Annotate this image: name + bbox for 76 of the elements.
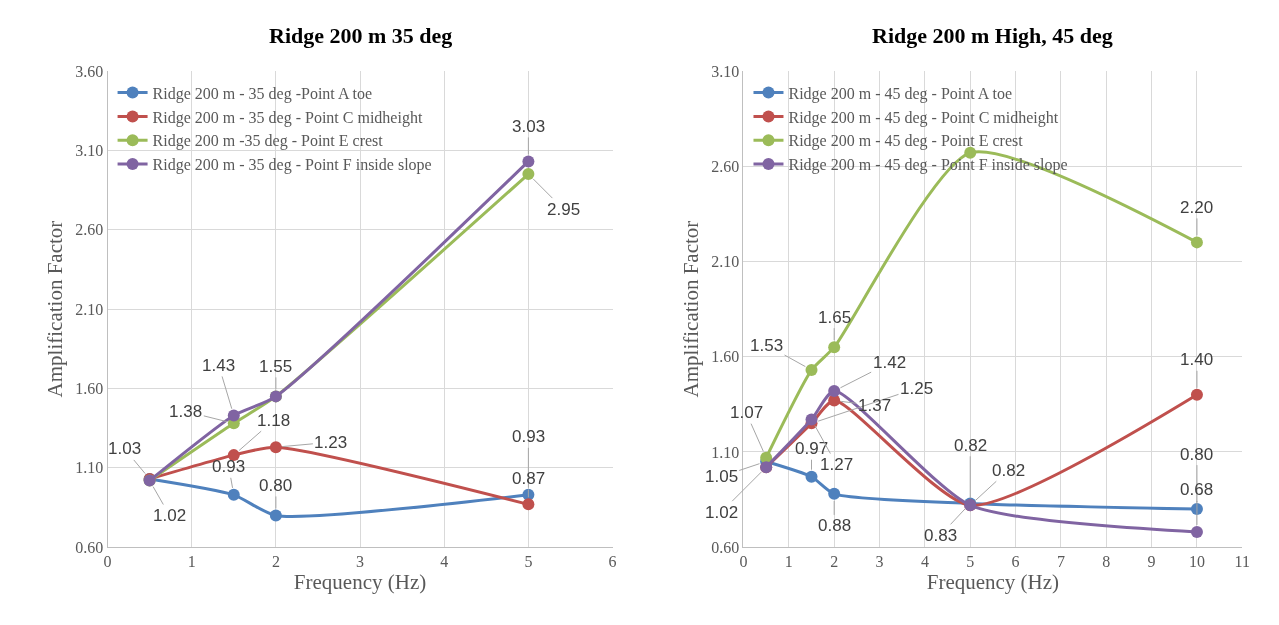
data-label: 1.07 (730, 403, 764, 422)
data-label: 0.93 (212, 457, 246, 476)
y-tick-label: 3.10 (711, 62, 740, 80)
legend-label: Ridge 200 m - 45 deg - Point E crest (788, 132, 1024, 151)
y-tick-label: 3.60 (75, 62, 104, 80)
x-tick-label: 5 (524, 553, 533, 571)
x-tick-label: 1 (784, 553, 793, 571)
legend-label: Ridge 200 m -35 deg - Point E crest (152, 132, 384, 151)
y-tick-label: 1.60 (75, 380, 104, 398)
data-label: 1.55 (259, 357, 293, 376)
data-label: 0.80 (259, 476, 293, 495)
x-tick-label: 11 (1234, 553, 1250, 571)
data-label: 1.03 (108, 439, 142, 458)
data-label: 3.03 (512, 117, 546, 136)
x-tick-label: 8 (1102, 553, 1111, 571)
data-label: 1.05 (705, 467, 739, 486)
y-axis-title: Amplification Factor (43, 220, 68, 398)
legend-label: Ridge 200 m - 45 deg - Point A toe (788, 84, 1013, 103)
x-tick-label: 3 (356, 553, 365, 571)
x-tick-label: 1 (187, 553, 196, 571)
x-tick-label: 6 (1011, 553, 1020, 571)
data-label: 0.88 (818, 516, 852, 535)
data-label: 1.43 (202, 356, 236, 375)
y-tick-label: 3.10 (75, 141, 104, 159)
x-tick-label: 0 (739, 553, 748, 571)
data-label: 2.95 (547, 200, 581, 219)
data-label: 1.25 (900, 379, 934, 398)
x-tick-label: 10 (1188, 553, 1205, 571)
data-label: 0.97 (795, 439, 829, 458)
data-label: 1.53 (750, 336, 784, 355)
y-axis-title: Amplification Factor (679, 220, 704, 398)
data-label: 0.87 (512, 469, 546, 488)
data-label: 1.65 (818, 308, 852, 327)
y-tick-label: 1.10 (711, 443, 740, 461)
y-tick-label: 0.60 (75, 538, 104, 556)
data-label: 1.27 (820, 455, 854, 474)
y-tick-label: 2.60 (75, 221, 104, 239)
data-label: 0.82 (992, 461, 1026, 480)
data-label: 0.82 (954, 436, 988, 455)
x-tick-label: 2 (271, 553, 280, 571)
x-tick-label: 0 (103, 553, 112, 571)
y-tick-label: 2.10 (75, 300, 104, 318)
y-tick-label: 2.60 (711, 157, 740, 175)
x-tick-label: 9 (1147, 553, 1156, 571)
data-label: 1.23 (314, 433, 348, 452)
chart-title: Ridge 200 m 35 deg (269, 23, 453, 48)
x-tick-label: 6 (608, 553, 617, 571)
x-tick-label: 4 (920, 553, 929, 571)
data-label: 0.83 (924, 526, 958, 545)
data-label: 1.02 (153, 506, 187, 525)
y-tick-label: 1.60 (711, 348, 740, 366)
legend-label: Ridge 200 m - 35 deg - Point C midheight (152, 108, 423, 127)
x-tick-label: 4 (440, 553, 449, 571)
data-label: 1.37 (858, 396, 892, 415)
x-tick-label: 3 (875, 553, 884, 571)
x-axis-title: Frequency (Hz) (293, 570, 427, 595)
legend-label: Ridge 200 m - 35 deg -Point A toe (152, 84, 373, 103)
data-label: 0.93 (512, 427, 546, 446)
data-label: 1.40 (1180, 350, 1214, 369)
data-label: 1.42 (873, 353, 907, 372)
data-label: 1.02 (705, 503, 739, 522)
data-label: 1.38 (169, 402, 203, 421)
data-label: 0.68 (1180, 480, 1214, 499)
y-tick-label: 0.60 (711, 538, 740, 556)
data-label: 0.80 (1180, 445, 1214, 464)
data-label: 2.20 (1180, 198, 1214, 217)
x-axis-title: Frequency (Hz) (926, 570, 1060, 595)
chart-title: Ridge 200 m High, 45 deg (872, 23, 1113, 48)
legend-label: Ridge 200 m - 35 deg - Point F inside slope (152, 156, 432, 175)
x-tick-label: 2 (830, 553, 839, 571)
y-tick-label: 1.10 (75, 459, 104, 477)
legend-label: Ridge 200 m - 45 deg - Point C midheight (788, 108, 1059, 127)
data-label: 1.18 (257, 411, 291, 430)
x-tick-label: 5 (966, 553, 975, 571)
y-tick-label: 2.10 (711, 253, 740, 271)
x-tick-label: 7 (1056, 553, 1065, 571)
